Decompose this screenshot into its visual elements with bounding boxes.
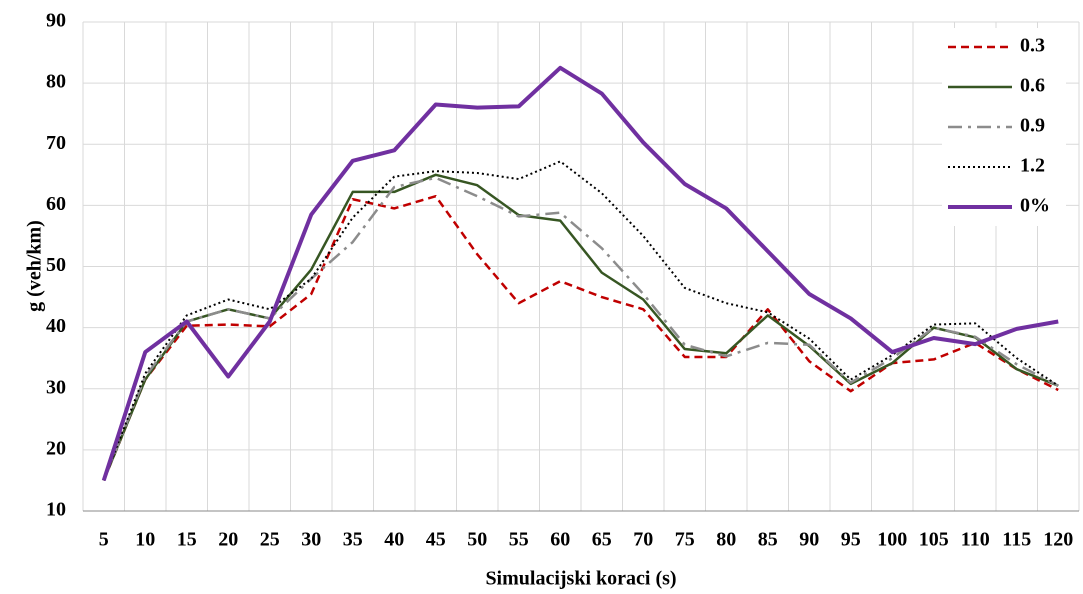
x-tick-label: 110 — [961, 529, 990, 551]
x-tick-label: 65 — [592, 529, 612, 551]
legend-label: 0.3 — [1020, 35, 1045, 57]
x-tick-label: 20 — [218, 529, 238, 551]
x-tick-label: 30 — [301, 529, 321, 551]
x-tick-label: 90 — [799, 529, 819, 551]
x-tick-label: 85 — [758, 529, 778, 551]
y-tick-label: 70 — [46, 132, 66, 154]
x-tick-label: 115 — [1002, 529, 1031, 551]
y-tick-label: 30 — [46, 376, 66, 398]
y-tick-label: 60 — [46, 193, 66, 215]
series-line — [102, 176, 1059, 481]
x-tick-label: 80 — [716, 529, 736, 551]
y-tick-label: 90 — [46, 10, 66, 32]
x-axis-title: Simulacijski koraci (s) — [485, 568, 676, 590]
legend-box — [942, 28, 1066, 226]
x-tick-label: 50 — [467, 529, 487, 551]
y-tick-label: 20 — [46, 437, 66, 459]
x-tick-label: 5 — [99, 529, 109, 551]
x-tick-label: 100 — [877, 529, 907, 551]
legend-label: 0.6 — [1020, 75, 1045, 97]
legend-label: 0% — [1020, 195, 1050, 217]
x-tick-label: 105 — [919, 529, 949, 551]
series-line — [102, 173, 1059, 481]
y-tick-label: 50 — [46, 254, 66, 276]
x-tick-label: 45 — [426, 529, 446, 551]
x-tick-label: 35 — [343, 529, 363, 551]
y-axis-title: g (veh/km) — [24, 220, 46, 312]
legend-label: 1.2 — [1020, 155, 1045, 177]
x-tick-label: 60 — [550, 529, 570, 551]
x-tick-label: 55 — [509, 529, 529, 551]
x-tick-label: 25 — [260, 529, 280, 551]
x-tick-label: 70 — [633, 529, 653, 551]
y-tick-label: 80 — [46, 71, 66, 93]
x-tick-label: 75 — [675, 529, 695, 551]
series-line — [101, 65, 1059, 482]
x-tick-label: 95 — [841, 529, 861, 551]
y-tick-label: 10 — [46, 499, 66, 521]
x-tick-label: 40 — [384, 529, 404, 551]
x-tick-label: 120 — [1043, 529, 1073, 551]
series-line — [102, 194, 1059, 481]
x-tick-label: 15 — [177, 529, 197, 551]
y-tick-label: 40 — [46, 315, 66, 337]
legend-label: 0.9 — [1020, 115, 1045, 137]
x-tick-label: 10 — [135, 529, 155, 551]
